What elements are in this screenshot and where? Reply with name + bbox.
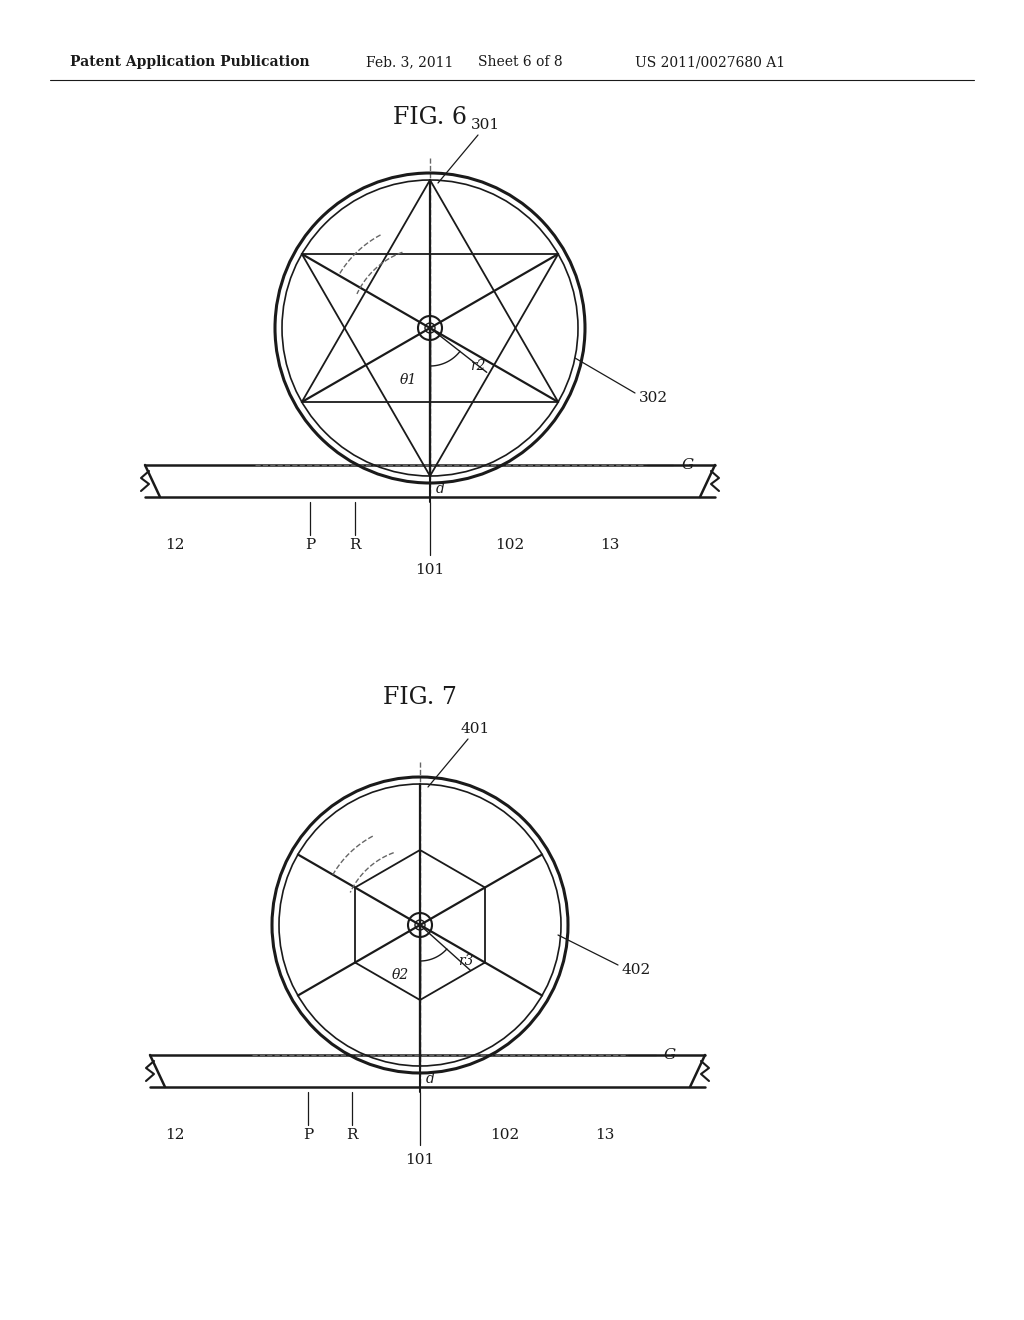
Text: G: G bbox=[664, 1048, 676, 1063]
Text: G: G bbox=[682, 458, 694, 473]
Text: θ1: θ1 bbox=[399, 374, 417, 387]
Text: FIG. 6: FIG. 6 bbox=[393, 107, 467, 129]
Text: P: P bbox=[305, 539, 315, 552]
Text: 101: 101 bbox=[406, 1152, 434, 1167]
Text: 13: 13 bbox=[595, 1129, 614, 1142]
Text: Patent Application Publication: Patent Application Publication bbox=[71, 55, 310, 69]
Text: Feb. 3, 2011: Feb. 3, 2011 bbox=[367, 55, 454, 69]
Text: 301: 301 bbox=[470, 117, 500, 132]
Text: 12: 12 bbox=[165, 539, 184, 552]
Text: r3: r3 bbox=[459, 954, 474, 968]
Text: 302: 302 bbox=[638, 391, 668, 405]
Text: 401: 401 bbox=[461, 722, 489, 737]
Text: 12: 12 bbox=[165, 1129, 184, 1142]
Text: R: R bbox=[346, 1129, 357, 1142]
Text: FIG. 7: FIG. 7 bbox=[383, 686, 457, 710]
Text: θ2: θ2 bbox=[391, 968, 409, 982]
Text: 102: 102 bbox=[496, 539, 524, 552]
Text: US 2011/0027680 A1: US 2011/0027680 A1 bbox=[635, 55, 785, 69]
Text: d: d bbox=[426, 1072, 434, 1086]
Text: 102: 102 bbox=[490, 1129, 519, 1142]
Text: 402: 402 bbox=[622, 964, 650, 977]
Text: d: d bbox=[435, 482, 444, 496]
Text: 101: 101 bbox=[416, 564, 444, 577]
Text: r2: r2 bbox=[470, 359, 485, 374]
Text: 13: 13 bbox=[600, 539, 620, 552]
Text: P: P bbox=[303, 1129, 313, 1142]
Text: R: R bbox=[349, 539, 360, 552]
Text: Sheet 6 of 8: Sheet 6 of 8 bbox=[477, 55, 562, 69]
